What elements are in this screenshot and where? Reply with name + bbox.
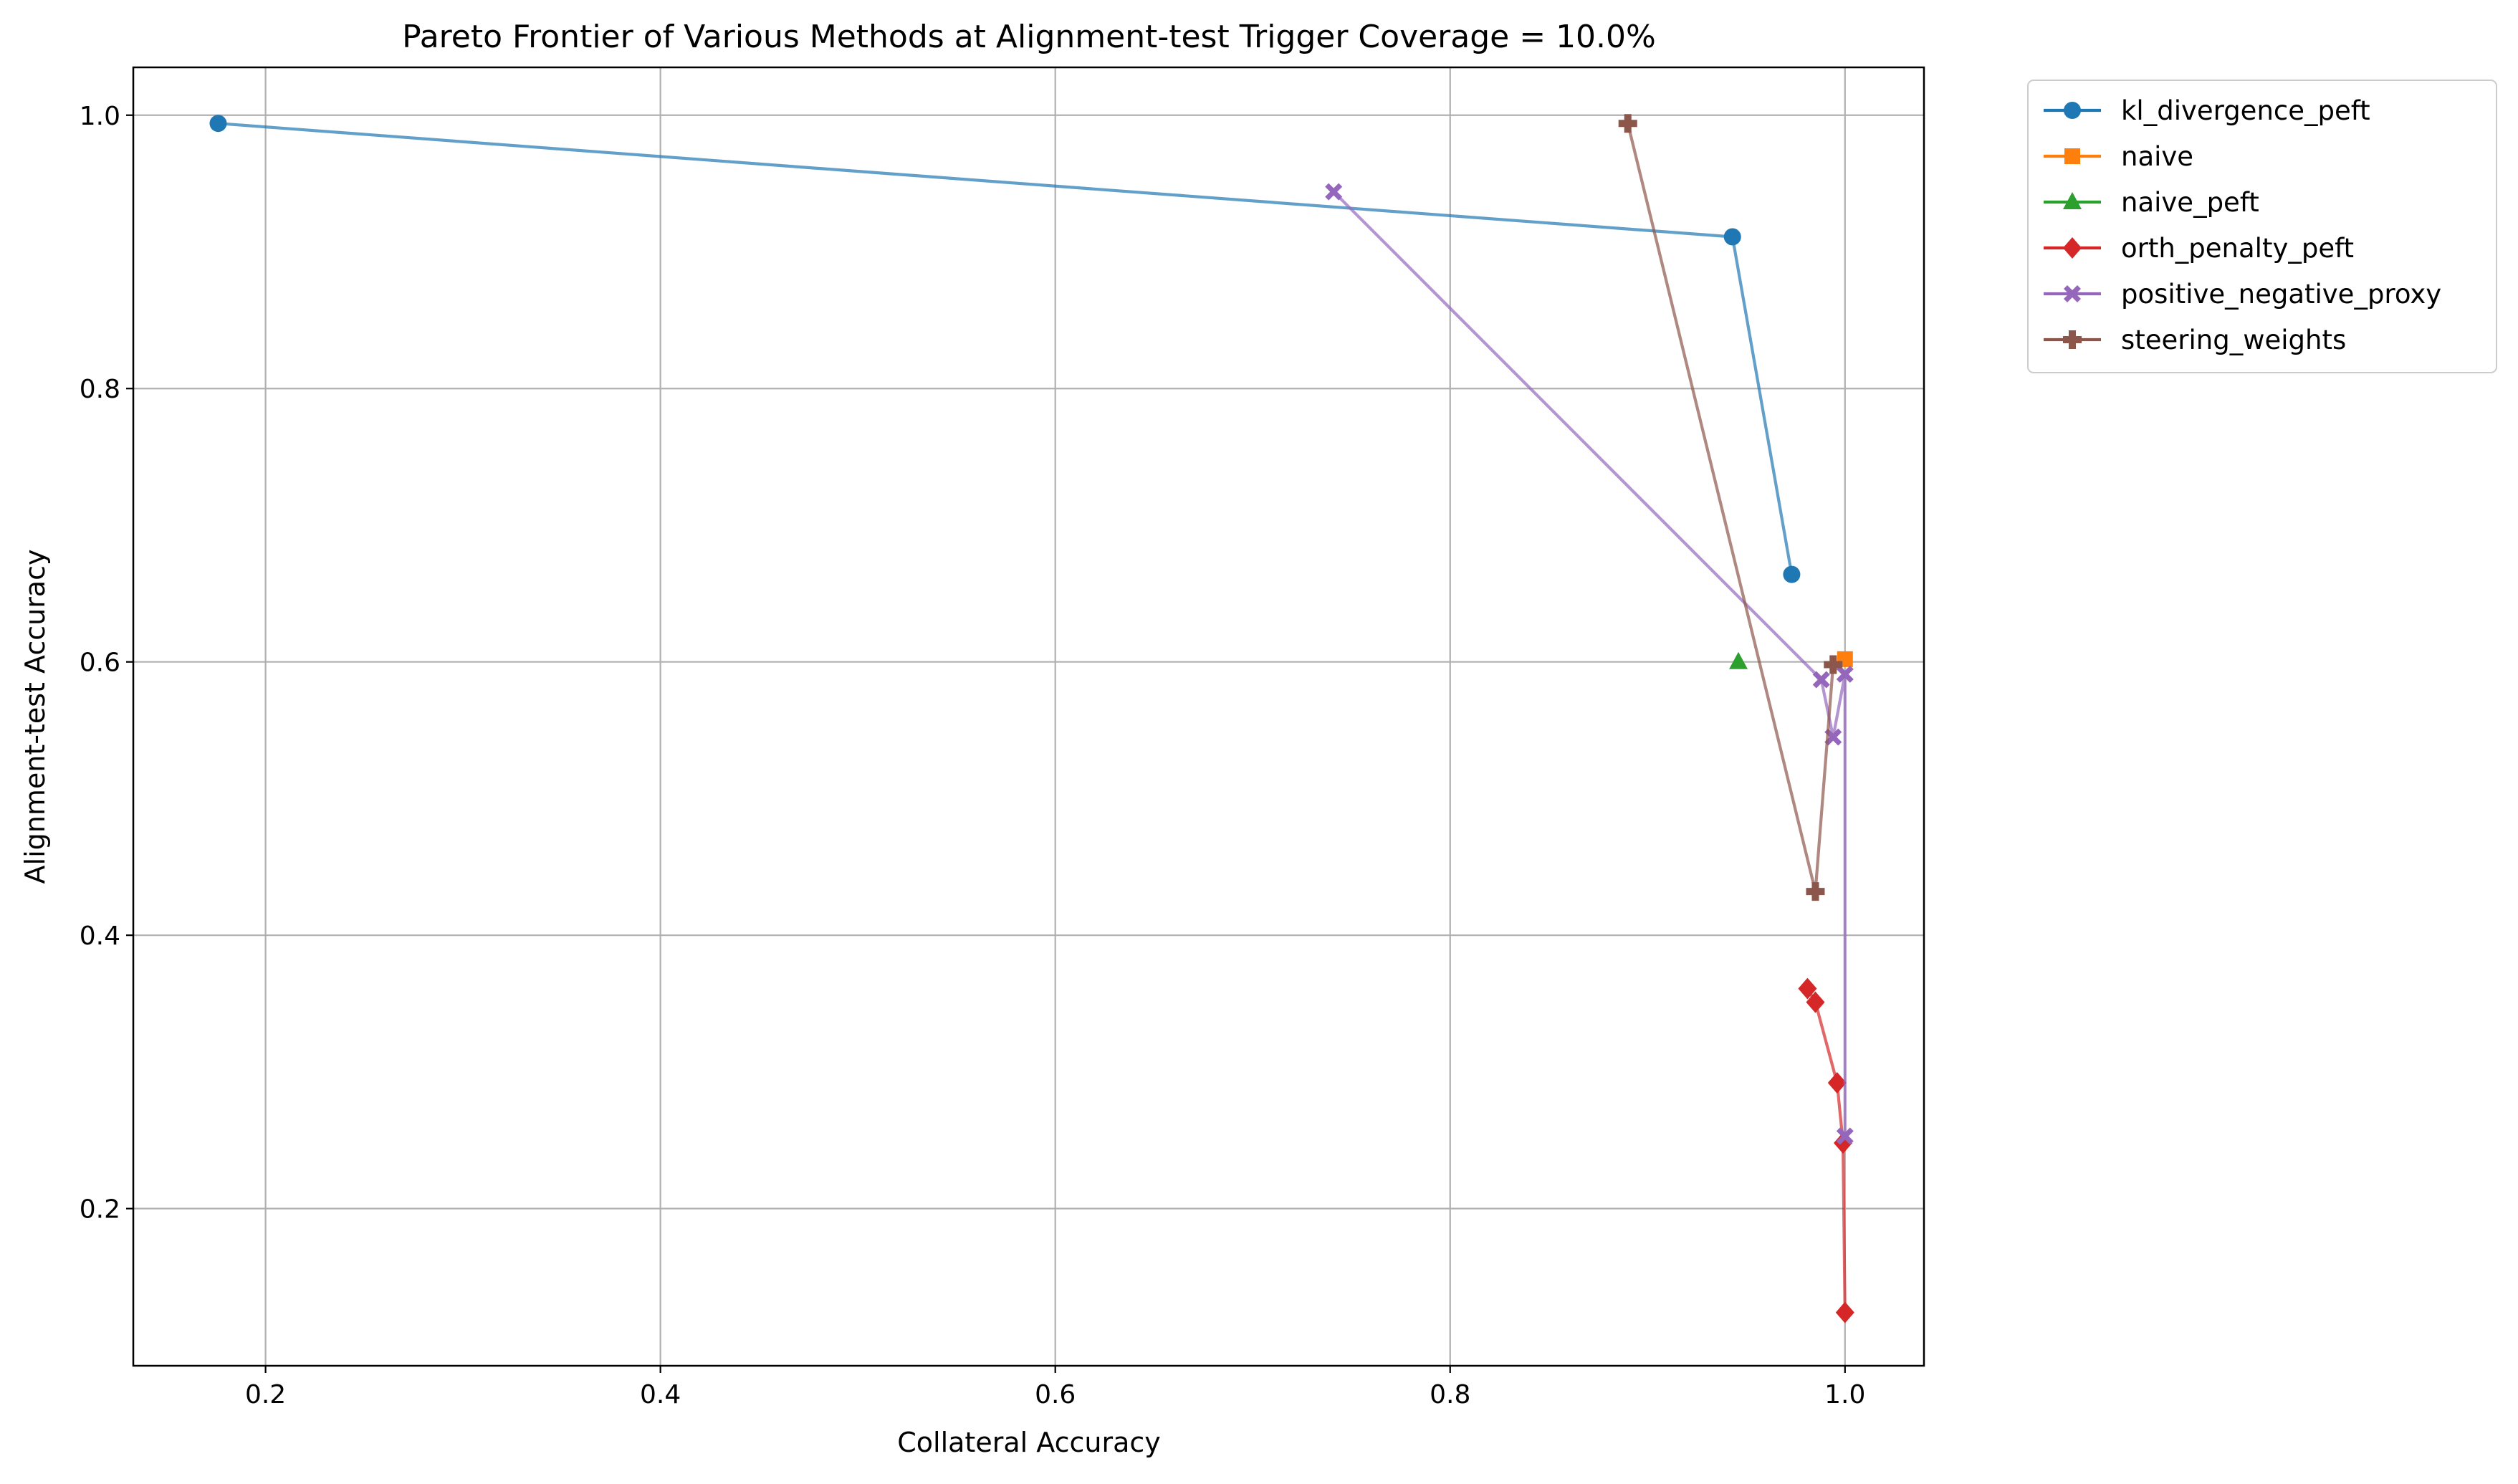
legend-label: kl_divergence_peft	[2121, 95, 2370, 126]
data-point	[209, 115, 227, 133]
legend-marker	[2064, 285, 2081, 302]
y-tick-label: 1.0	[80, 102, 120, 131]
y-tick-label: 0.6	[80, 648, 120, 678]
plot-frame	[132, 66, 1925, 1367]
legend-item: naive	[2044, 141, 2193, 172]
x-tick-label: 0.4	[640, 1380, 681, 1409]
legend-item: orth_penalty_peft	[2044, 233, 2354, 264]
data-point	[1325, 183, 1343, 201]
legend-label: orth_penalty_peft	[2121, 233, 2354, 264]
data-point	[1835, 1301, 1854, 1323]
legend-marker	[2064, 102, 2081, 119]
data-point	[1827, 1072, 1847, 1094]
data-point	[1798, 977, 1817, 1000]
x-tick-label: 1.0	[1824, 1380, 1865, 1409]
data-point	[1812, 671, 1830, 689]
series-steering_weights	[1618, 114, 1843, 901]
chart-title: Pareto Frontier of Various Methods at Al…	[402, 19, 1656, 55]
data-point	[1618, 114, 1637, 133]
legend-item: positive_negative_proxy	[2044, 279, 2441, 310]
data-point	[1806, 991, 1825, 1013]
x-tick-label: 0.6	[1035, 1380, 1076, 1409]
data-point	[1806, 882, 1825, 901]
legend-item: naive_peft	[2044, 187, 2259, 218]
legend-label: positive_negative_proxy	[2121, 279, 2441, 310]
data-point	[1723, 228, 1741, 246]
y-axis-label: Alignment-test Accuracy	[19, 550, 51, 884]
tick-layer: 0.2 0.4 0.6 0.8 1.0 0.2 0.4 0.6 0.8 1.0	[80, 102, 1866, 1409]
legend-item: kl_divergence_peft	[2044, 95, 2370, 126]
legend-label: steering_weights	[2121, 325, 2346, 355]
legend-marker	[2063, 237, 2082, 259]
series-naive_peft	[1729, 651, 1748, 669]
legend-frame	[2027, 80, 2497, 373]
series-layer	[209, 114, 1854, 1323]
y-tick-label: 0.4	[80, 921, 120, 951]
y-tick-label: 0.8	[80, 375, 120, 404]
legend-marker	[2063, 192, 2082, 209]
data-point	[1836, 665, 1854, 683]
x-tick-label: 0.8	[1430, 1380, 1470, 1409]
legend-label: naive_peft	[2121, 187, 2259, 218]
data-point	[1783, 565, 1801, 583]
data-point	[1836, 1127, 1854, 1145]
y-tick-label: 0.2	[80, 1195, 120, 1225]
series-orth_penalty_peft	[1798, 977, 1854, 1323]
data-point	[1729, 651, 1748, 669]
legend-item: steering_weights	[2044, 325, 2346, 355]
legend-marker	[2064, 148, 2080, 164]
x-tick-label: 0.2	[245, 1380, 286, 1409]
x-axis-label: Collateral Accuracy	[897, 1427, 1161, 1458]
legend-label: naive	[2121, 141, 2193, 172]
series-positive_negative_proxy	[1325, 183, 1854, 1145]
legend-marker	[2063, 330, 2082, 349]
data-point	[1824, 655, 1843, 674]
series-kl_divergence_peft	[209, 115, 1801, 583]
